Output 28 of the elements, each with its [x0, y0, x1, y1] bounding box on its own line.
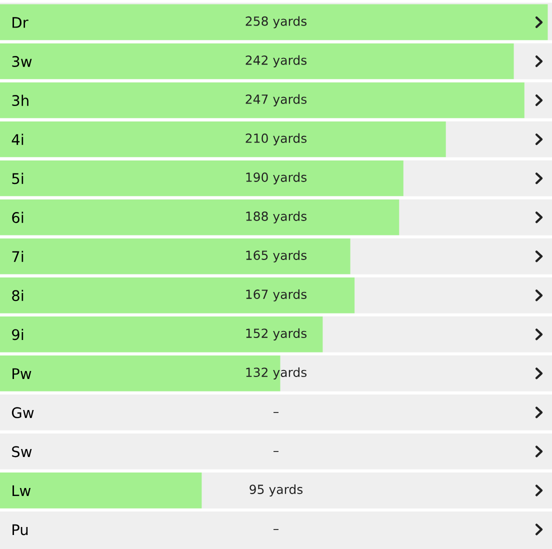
y-tick-label: 9i [12, 328, 24, 340]
data-label: 242 yards [246, 55, 307, 68]
y-tick-label: Pw [12, 368, 32, 379]
y-tick-label: 7i [12, 250, 24, 262]
data-label: 165 yards [246, 250, 307, 262]
y-tick-label: Pu [12, 524, 28, 536]
y-tick-label: 8i [12, 290, 24, 302]
data-label: 95 yards [250, 484, 303, 497]
data-label: 167 yards [246, 289, 307, 302]
data-label: 152 yards [246, 328, 307, 340]
data-label: 190 yards [246, 172, 307, 184]
y-tick-label: Lw [12, 485, 31, 496]
y-tick-label: 6i [12, 212, 24, 224]
y-tick-label: Sw [12, 446, 32, 458]
text: – [273, 451, 279, 452]
data-label: 247 yards [246, 94, 307, 106]
data-label: 132 yards [246, 367, 307, 380]
y-tick-label: 5i [12, 172, 24, 184]
y-tick-label: 3w [12, 56, 32, 68]
data-label: 188 yards [246, 211, 307, 224]
y-tick-label: Gw [12, 407, 34, 418]
y-tick-label: 4i [12, 134, 24, 145]
data-label: 210 yards [246, 133, 307, 146]
data-label: 258 yards [246, 16, 307, 28]
text: – [273, 529, 279, 530]
text: – [273, 412, 279, 413]
y-tick-label: 3h [12, 94, 28, 106]
y-tick-label: Dr [12, 17, 28, 28]
